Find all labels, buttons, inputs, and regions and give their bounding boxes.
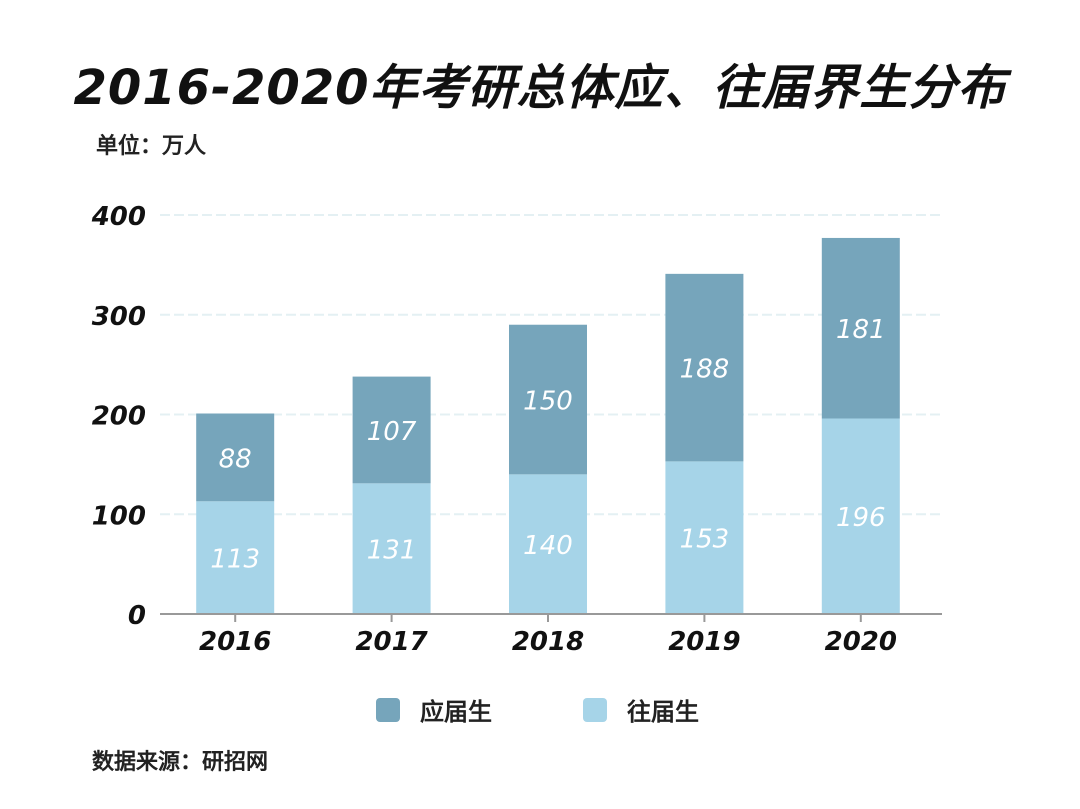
data-label: 153 <box>680 525 730 555</box>
x-tick-label: 2017 <box>355 627 428 657</box>
legend-swatch <box>583 697 607 722</box>
bar-segment <box>821 418 900 614</box>
bar-segment <box>352 376 431 484</box>
y-tick-label: 0 <box>128 601 146 631</box>
bar-segment <box>196 413 275 502</box>
legend: 应届生 往届生 <box>0 692 1080 726</box>
legend-item-yingjie: 应届生 <box>376 692 492 727</box>
x-tick-label: 2020 <box>825 627 897 657</box>
data-label: 181 <box>836 315 886 345</box>
bar-segment <box>509 474 587 614</box>
data-label: 131 <box>367 536 417 566</box>
legend-item-wangjie: 往届生 <box>583 692 699 727</box>
bar-segment <box>352 483 431 614</box>
data-label: 107 <box>367 417 417 447</box>
data-label: 113 <box>210 545 260 575</box>
bar-segment <box>821 237 900 419</box>
data-label: 188 <box>680 355 730 385</box>
data-label: 140 <box>523 531 573 561</box>
chart-title: 2016-2020年考研总体应、往届界生分布 <box>73 60 1007 116</box>
x-tick-label: 2019 <box>668 627 740 657</box>
stacked-bar-chart: 0 100 200 300 400 113 88 2016 131 107 2017 140 150 20… <box>91 202 942 657</box>
legend-swatch <box>376 697 400 722</box>
data-label: 196 <box>836 503 886 533</box>
x-tick-label: 2016 <box>199 627 271 657</box>
data-source: 数据来源：研招网 <box>92 750 269 775</box>
bar-segment <box>196 501 275 614</box>
legend-label: 往届生 <box>627 698 699 726</box>
data-label: 150 <box>523 387 573 417</box>
y-tick-label: 400 <box>91 202 146 232</box>
data-label: 88 <box>219 444 252 474</box>
y-tick-label: 300 <box>92 302 146 332</box>
unit-label: 单位：万人 <box>96 134 207 159</box>
bar-segment <box>509 324 587 475</box>
bar-segment <box>665 461 744 614</box>
x-tick-label: 2018 <box>512 627 584 657</box>
y-tick-label: 100 <box>92 501 146 531</box>
bar-segment <box>665 273 744 462</box>
y-tick-label: 200 <box>92 402 146 432</box>
legend-label: 应届生 <box>420 698 492 726</box>
